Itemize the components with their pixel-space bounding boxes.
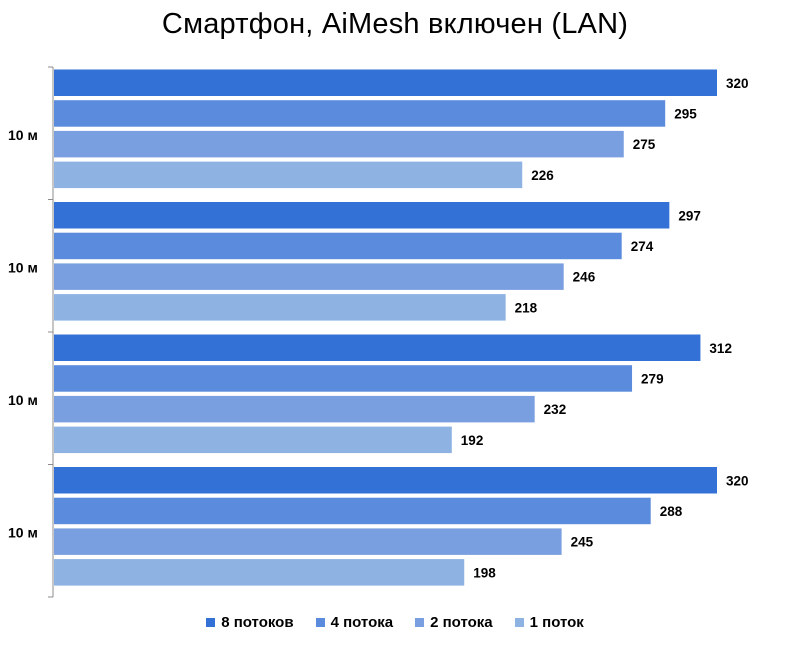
legend-item: 4 потока xyxy=(315,614,394,631)
bar xyxy=(54,497,651,525)
legend-label: 4 потока xyxy=(330,614,394,631)
bar xyxy=(54,263,564,290)
bar xyxy=(54,365,633,392)
legend-swatch xyxy=(415,618,425,627)
bar xyxy=(54,528,562,555)
chart-title: Смартфон, AiMesh включен (LAN) xyxy=(161,8,629,40)
category-label: 10 м xyxy=(8,259,38,275)
legend-item: 8 потоков xyxy=(206,614,294,631)
category-label: 10 м xyxy=(8,524,38,540)
data-label: 245 xyxy=(571,535,594,550)
data-label: 198 xyxy=(473,565,496,580)
data-label: 246 xyxy=(573,270,596,285)
legend-swatch xyxy=(315,618,325,627)
data-label: 297 xyxy=(678,208,701,223)
data-label: 320 xyxy=(726,76,749,91)
bar xyxy=(54,334,701,361)
data-label: 295 xyxy=(674,106,697,121)
legend-label: 2 потока xyxy=(430,614,493,631)
category-label: 10 м xyxy=(8,127,38,143)
bar xyxy=(54,559,465,586)
bar xyxy=(54,426,452,454)
legend-swatch xyxy=(514,618,524,627)
data-label: 226 xyxy=(531,168,554,183)
bar xyxy=(54,232,622,260)
data-label: 192 xyxy=(461,433,484,448)
data-label: 275 xyxy=(633,137,656,152)
category-label: 10 м xyxy=(8,392,38,408)
bar xyxy=(54,100,666,127)
data-label: 279 xyxy=(641,371,664,386)
bar xyxy=(54,69,717,96)
data-label: 312 xyxy=(709,341,732,356)
legend-label: 1 поток xyxy=(529,614,584,631)
bar xyxy=(54,161,523,189)
data-label: 274 xyxy=(631,239,654,254)
legend-label: 8 потоков xyxy=(221,614,294,631)
bar xyxy=(54,202,670,229)
legend-item: 1 поток xyxy=(514,614,584,631)
bar xyxy=(54,395,535,423)
data-label: 288 xyxy=(660,504,683,519)
data-label: 320 xyxy=(726,473,749,488)
legend-swatch xyxy=(206,618,216,627)
data-label: 232 xyxy=(544,402,567,417)
bar-chart-plot: 10 м 320 295 275 226 10 м 297 274 246 218 10 м 312 2… xyxy=(8,66,749,598)
chart-legend: 8 потоков 4 потока 2 потока 1 поток xyxy=(0,614,790,631)
legend-item: 2 потока xyxy=(415,614,493,631)
bar xyxy=(54,467,717,494)
bar xyxy=(54,130,624,158)
data-label: 218 xyxy=(515,300,538,315)
bar xyxy=(54,294,506,321)
